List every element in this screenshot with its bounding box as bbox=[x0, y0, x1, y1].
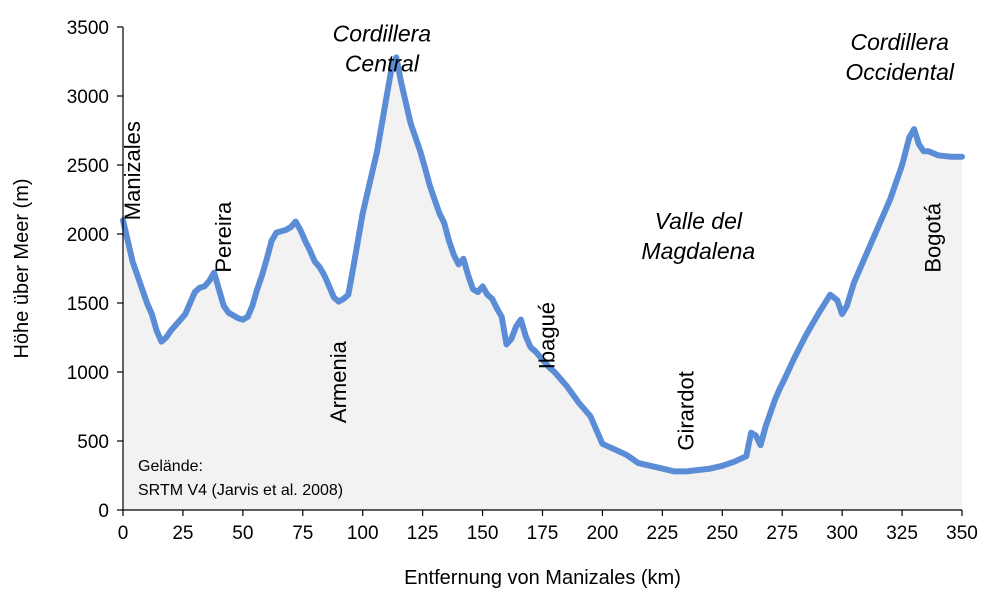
y-axis-title: Höhe über Meer (m) bbox=[11, 178, 33, 358]
x-tick-label: 50 bbox=[232, 523, 253, 544]
source-note-line-2: SRTM V4 (Jarvis et al. 2008) bbox=[138, 482, 343, 499]
x-tick-label: 300 bbox=[826, 523, 858, 544]
x-axis-title: Entfernung von Manizales (km) bbox=[404, 567, 681, 589]
y-tick-label: 2500 bbox=[67, 156, 109, 177]
x-axis-ticks: 0 25 50 75 100 125 150 175 200 225 250 275 300 325 350 bbox=[118, 510, 978, 544]
x-tick-label: 100 bbox=[347, 523, 379, 544]
place-label: Girardot bbox=[674, 371, 699, 450]
x-tick-label: 225 bbox=[647, 523, 679, 544]
place-label: Manizales bbox=[120, 121, 145, 220]
region-label-line-2: Occidental bbox=[845, 59, 955, 85]
y-tick-label: 0 bbox=[98, 501, 109, 522]
x-tick-label: 25 bbox=[172, 523, 193, 544]
terrain-area bbox=[123, 57, 962, 511]
elevation-line bbox=[120, 54, 965, 475]
terrain-area-layer bbox=[123, 57, 962, 511]
place-labels: Manizales Pereira Armenia Ibagué Girardot Bog… bbox=[120, 121, 946, 451]
y-tick-label: 2000 bbox=[67, 225, 109, 246]
y-tick-label: 3500 bbox=[67, 18, 109, 39]
y-axis-ticks: 0 500 1000 1500 2000 2500 3000 3500 bbox=[67, 18, 123, 522]
elevation-line-layer bbox=[120, 54, 965, 475]
place-label: Pereira bbox=[211, 201, 236, 273]
x-tick-label: 200 bbox=[587, 523, 619, 544]
x-tick-label: 175 bbox=[527, 523, 559, 544]
region-label-line-1: Cordillera bbox=[333, 20, 431, 46]
y-tick-label: 1000 bbox=[67, 363, 109, 384]
x-tick-label: 125 bbox=[407, 523, 439, 544]
y-tick-label: 500 bbox=[77, 432, 109, 453]
source-note-line-1: Gelände: bbox=[138, 458, 203, 475]
y-tick-label: 3000 bbox=[67, 87, 109, 108]
y-tick-label: 1500 bbox=[67, 294, 109, 315]
place-label: Bogotá bbox=[920, 202, 945, 272]
x-tick-label: 0 bbox=[118, 523, 129, 544]
x-tick-label: 75 bbox=[292, 523, 313, 544]
place-label: Armenia bbox=[326, 340, 351, 423]
region-label-line-2: Central bbox=[345, 50, 420, 76]
x-tick-label: 275 bbox=[766, 523, 798, 544]
region-label-line-1: Cordillera bbox=[850, 29, 948, 55]
place-label: Ibagué bbox=[534, 302, 559, 369]
x-tick-label: 150 bbox=[467, 523, 499, 544]
region-label-line-1: Valle del bbox=[655, 208, 743, 234]
x-tick-label: 250 bbox=[706, 523, 738, 544]
region-label-line-2: Magdalena bbox=[641, 238, 755, 264]
x-tick-label: 325 bbox=[886, 523, 918, 544]
x-tick-label: 350 bbox=[946, 523, 978, 544]
region-labels: Cordillera Central Valle del Magdalena Cordi… bbox=[333, 20, 955, 264]
